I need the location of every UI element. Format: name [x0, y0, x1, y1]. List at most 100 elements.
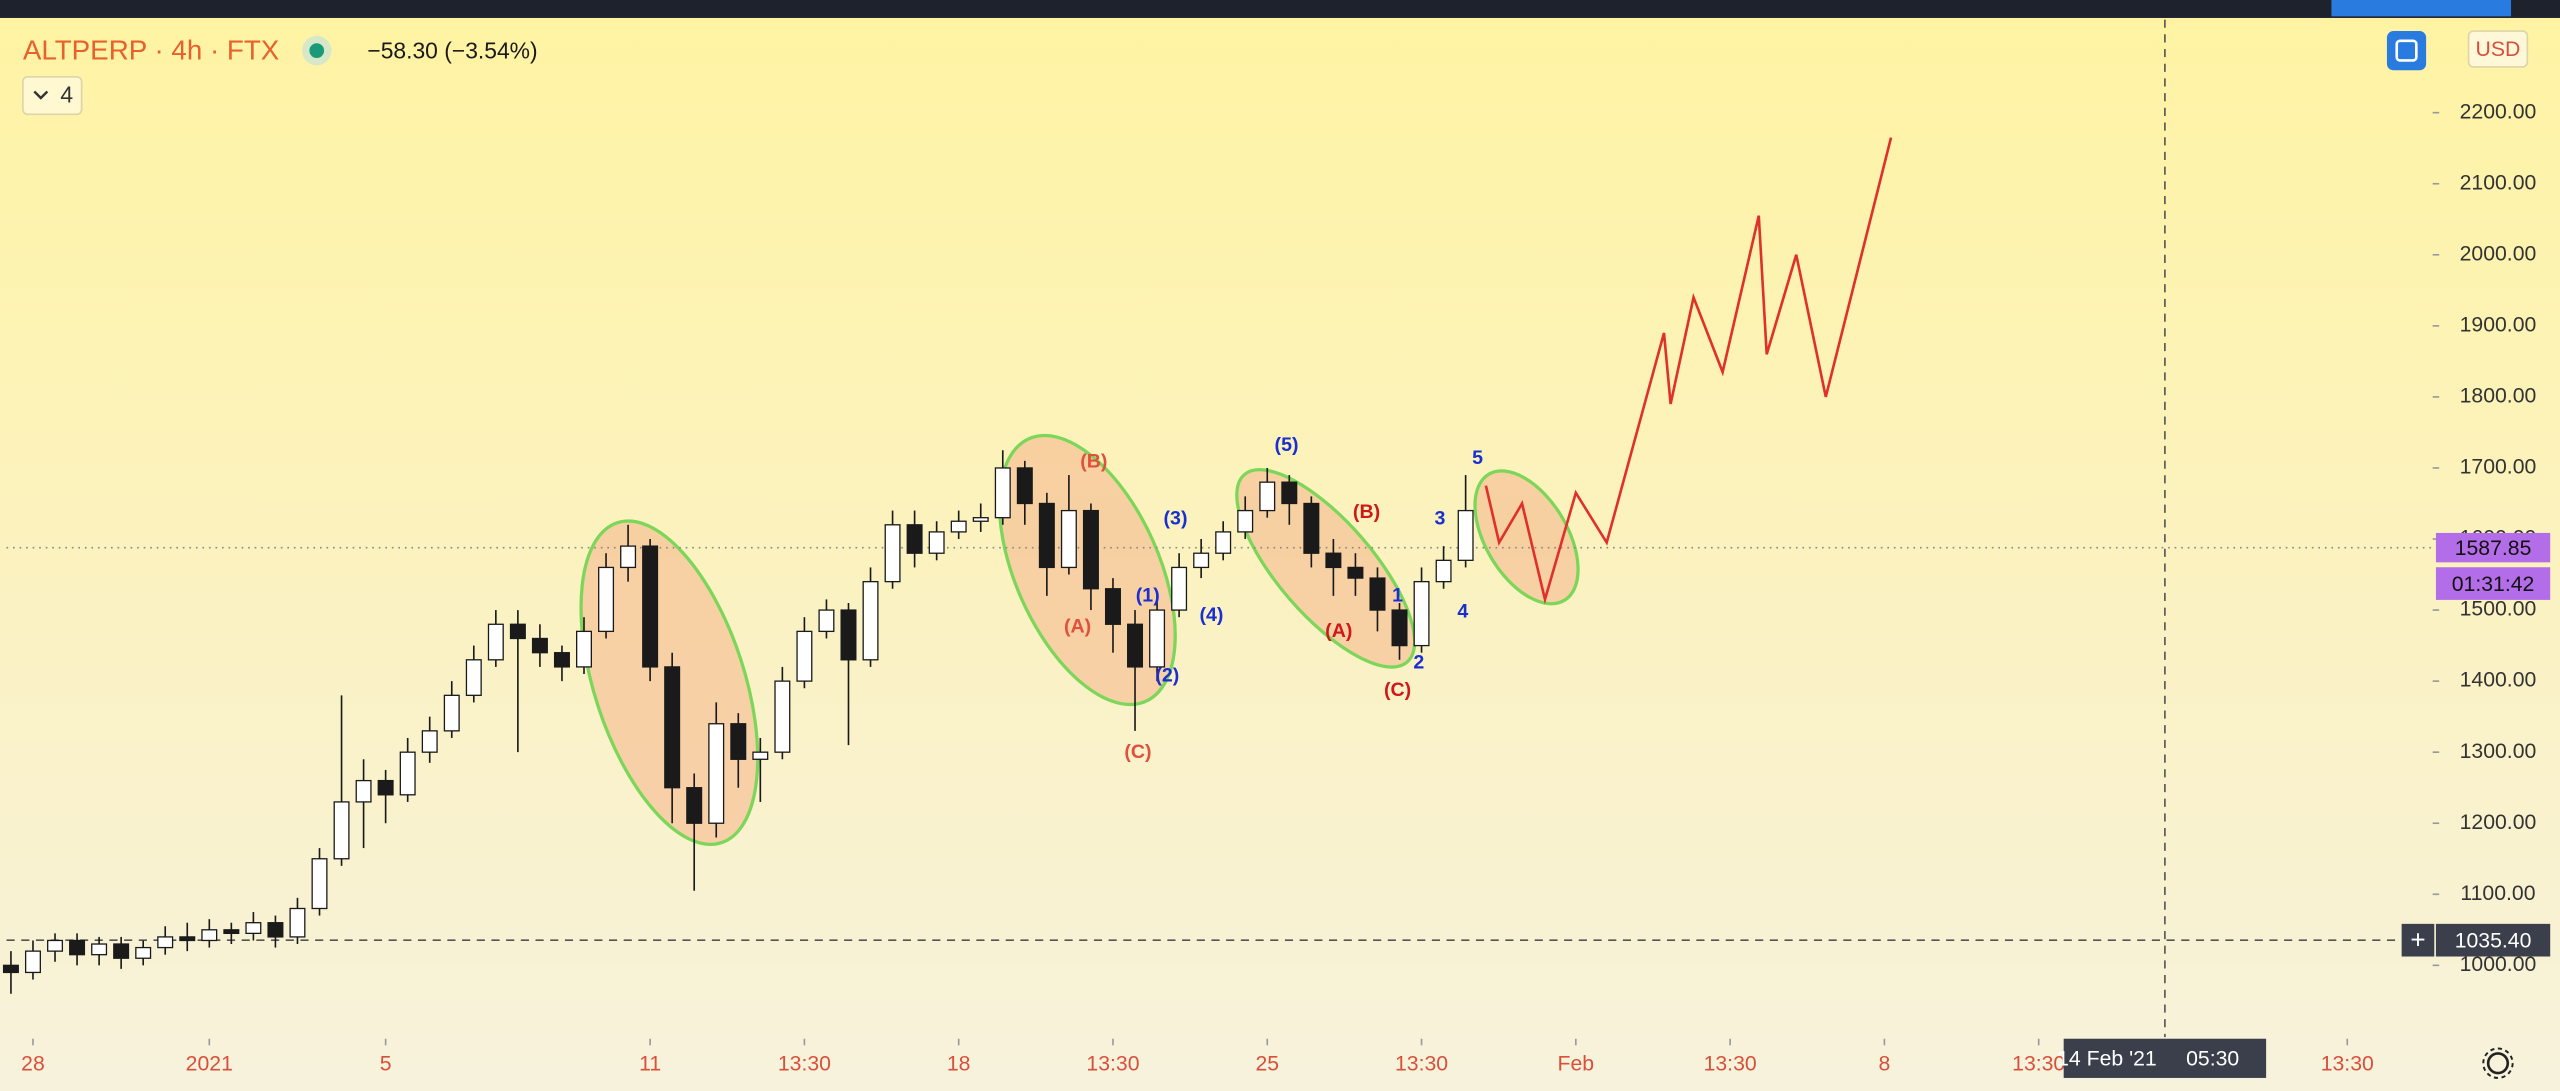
indicator-toggle[interactable] — [22, 75, 83, 116]
candle-body — [1259, 481, 1276, 512]
x-tick-label: 13:30 — [2012, 1052, 2065, 1075]
plot — [2, 19, 2433, 1038]
candle-body — [1016, 467, 1033, 505]
candle-body — [1369, 577, 1386, 611]
candle-body — [289, 907, 306, 938]
candle-body — [862, 580, 879, 661]
x-tick-label: 18 — [947, 1052, 971, 1075]
candle-body — [818, 609, 835, 633]
candle-body — [553, 652, 570, 668]
candle-body — [972, 517, 989, 522]
chevron-icon — [33, 90, 49, 100]
last-price-label: 1587.85 — [2455, 537, 2532, 560]
candle-body — [135, 946, 152, 959]
x-tick-label: 25 — [1255, 1052, 1279, 1075]
candle-body — [1104, 588, 1121, 625]
candle-body — [421, 730, 438, 753]
wave-label: (4) — [1199, 604, 1223, 626]
y-tick-label: 1100.00 — [2460, 882, 2535, 905]
candle-body — [708, 723, 725, 824]
candle-body — [1325, 552, 1342, 569]
y-tick-label: 1000.00 — [2460, 953, 2537, 976]
crosshair-time: 05:30 — [2186, 1048, 2239, 1071]
candle-body — [1149, 609, 1166, 668]
candle-body — [642, 545, 659, 668]
candle-body — [443, 694, 460, 732]
candle-body — [69, 939, 86, 956]
candle-body — [598, 566, 615, 633]
candle-body — [377, 779, 394, 796]
candle-body — [1215, 531, 1232, 554]
settings-icon[interactable] — [2486, 1052, 2510, 1075]
y-tick-label: 1300.00 — [2460, 740, 2537, 763]
candle-body — [24, 950, 41, 974]
candle-body — [1303, 502, 1320, 554]
x-tick-label: Feb — [1558, 1052, 1595, 1075]
candle-body — [333, 801, 350, 860]
candle-body — [355, 779, 372, 803]
candle-body — [1060, 509, 1077, 569]
countdown-tag — [2435, 567, 2551, 600]
y-tick-label: 1500.00 — [2460, 598, 2537, 621]
wave-label: (C) — [1124, 741, 1151, 763]
candle-body — [906, 524, 923, 554]
candle-body — [576, 630, 593, 668]
countdown-label: 01:31:42 — [2452, 573, 2535, 596]
top-button[interactable] — [2331, 0, 2512, 17]
candle-body — [1457, 509, 1474, 561]
candle-body — [1038, 502, 1055, 569]
candle-body — [399, 751, 416, 796]
candle-body — [1391, 609, 1408, 647]
x-tick-label: 2021 — [186, 1052, 233, 1075]
x-tick-label: 8 — [1879, 1052, 1891, 1075]
crosshair-plus-icon: + — [2410, 925, 2425, 955]
candle-body — [1127, 623, 1144, 668]
crosshair-date-tag — [2063, 1038, 2267, 1078]
wave-label: (A) — [1325, 620, 1352, 642]
settings-icon-teeth — [2482, 1047, 2514, 1079]
wave-ellipse — [1235, 468, 1417, 669]
candle-body — [1281, 481, 1298, 505]
currency-label: USD — [2476, 38, 2521, 61]
y-tick-label: 1900.00 — [2460, 313, 2537, 336]
wave-label: (C) — [1384, 679, 1411, 701]
candle-body — [509, 623, 526, 640]
candle-body — [774, 680, 791, 753]
candle-body — [487, 623, 504, 661]
y-tick-label: 1400.00 — [2460, 669, 2537, 692]
candle-body — [994, 467, 1011, 519]
candle-body — [928, 531, 945, 554]
candle-body — [1171, 566, 1188, 611]
crosshair-date: 14 Feb '21 — [2057, 1048, 2157, 1071]
candle-body — [47, 939, 64, 952]
candle-body — [1193, 552, 1210, 569]
compare-icon — [2395, 39, 2418, 62]
y-tick-label: 2100.00 — [2460, 171, 2537, 194]
candle-body — [179, 936, 196, 942]
candle-body — [1413, 580, 1430, 647]
candle-body — [620, 545, 637, 569]
candle-body — [950, 520, 967, 533]
candle-body — [531, 637, 548, 654]
top-bar — [0, 0, 2560, 18]
candle-body — [91, 943, 108, 956]
currency-button[interactable] — [2467, 30, 2529, 68]
x-tick-label: 5 — [380, 1052, 392, 1075]
x-tick-label: 13:30 — [778, 1052, 831, 1075]
compare-button[interactable] — [2386, 31, 2427, 71]
candle-body — [465, 659, 482, 696]
last-price-tag — [2435, 532, 2551, 563]
y-tick-label: 1800.00 — [2460, 385, 2537, 408]
x-tick-label: 28 — [21, 1052, 45, 1075]
candle-body — [223, 929, 240, 935]
candle-body — [1082, 509, 1099, 590]
y-tick-label: 2200.00 — [2460, 100, 2537, 123]
y-tick-label: 1200.00 — [2460, 811, 2537, 834]
candle-body — [267, 922, 284, 938]
wave-label: 1 — [1392, 584, 1403, 606]
candle-body — [1347, 566, 1364, 579]
candle-body — [840, 609, 857, 661]
x-tick-label: 13:30 — [1704, 1052, 1757, 1075]
candle-body — [201, 929, 218, 942]
